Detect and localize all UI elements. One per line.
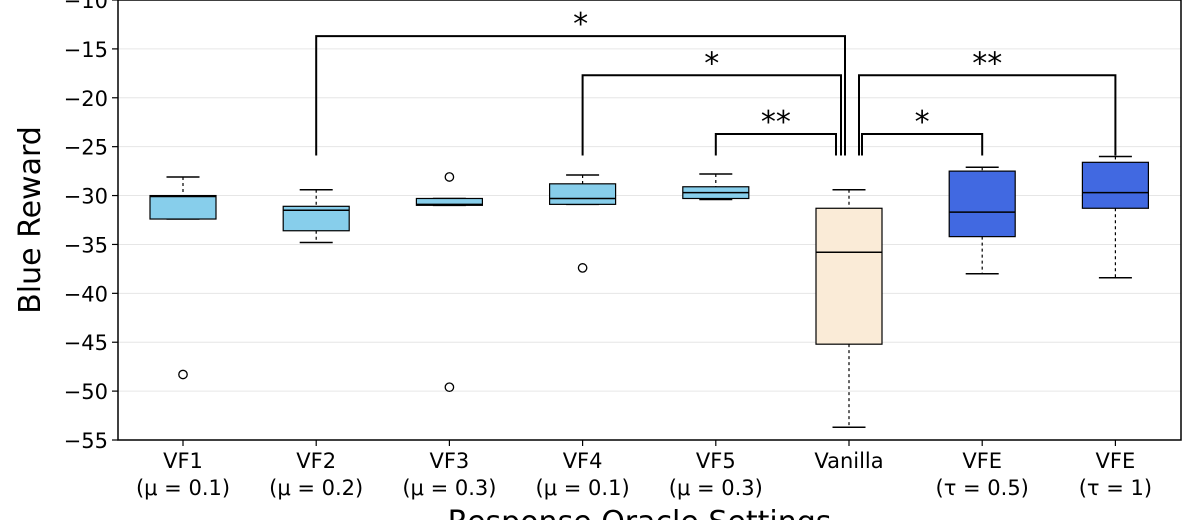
outlier-point [178,369,188,380]
outlier-point [444,382,455,393]
box-body [149,194,217,220]
significance-label: ** [761,105,791,140]
box-2 [415,172,483,393]
x-tick-label: VF4 [563,449,603,473]
x-tick-label: VF2 [296,449,336,473]
y-tick-label: −40 [64,282,108,306]
x-tick-sublabel: (μ = 0.3) [402,476,496,500]
box-body [1081,161,1150,209]
y-tick-label: −45 [64,331,108,355]
y-tick-label: −50 [64,380,108,404]
x-tick-label: VFE [1096,449,1136,473]
x-tick-label: VF1 [163,449,203,473]
significance-label: ** [972,46,1002,81]
box-0 [149,176,217,380]
x-tick-sublabel: (μ = 0.1) [536,476,630,500]
plot-area-frame [117,0,1182,441]
y-tick-label: −10 [64,0,108,13]
y-tick-label: −35 [64,233,108,257]
box-5 [815,188,883,429]
x-tick-sublabel: (μ = 0.3) [669,476,763,500]
box-body [548,183,617,205]
outlier-point [577,263,588,273]
x-tick-label: VF5 [696,449,736,473]
box-3 [548,174,617,273]
y-tick-label: −15 [64,38,108,62]
x-tick-label: VF3 [429,449,469,473]
bracket-line [315,35,846,156]
outlier-point [444,172,455,182]
x-tick-label: Vanilla [814,449,883,473]
significance-label: * [573,7,588,42]
y-tick-label: −20 [64,87,108,111]
y-axis-label: Blue Reward [13,126,48,314]
x-tick-sublabel: (τ = 1) [1079,476,1152,500]
bracket-line [714,132,837,156]
significance-bracket: * [861,105,984,156]
bracket-line [858,74,1117,156]
bracket-line [581,74,842,156]
box-1 [282,188,350,244]
significance-bracket: * [315,7,846,156]
significance-label: * [704,46,719,81]
significance-bracket: ** [858,46,1117,156]
box-7 [1081,155,1150,279]
x-tick-sublabel: (μ = 0.1) [136,476,230,500]
significance-bracket: ** [714,105,837,156]
y-tick-label: −30 [64,185,108,209]
bracket-line [861,132,984,156]
y-tick-label: −55 [64,429,108,453]
y-tick-label: −25 [64,136,108,160]
significance-label: * [915,105,930,140]
box-6 [948,166,1016,275]
significance-bracket: * [581,46,842,156]
box-body [815,207,883,345]
x-axis-label: Response Oracle Settings [448,505,832,520]
box-body [948,170,1016,238]
box-4 [682,173,750,201]
x-tick-label: VFE [962,449,1002,473]
x-tick-sublabel: (τ = 0.5) [936,476,1029,500]
box-body [415,197,483,206]
x-tick-sublabel: (μ = 0.2) [269,476,363,500]
